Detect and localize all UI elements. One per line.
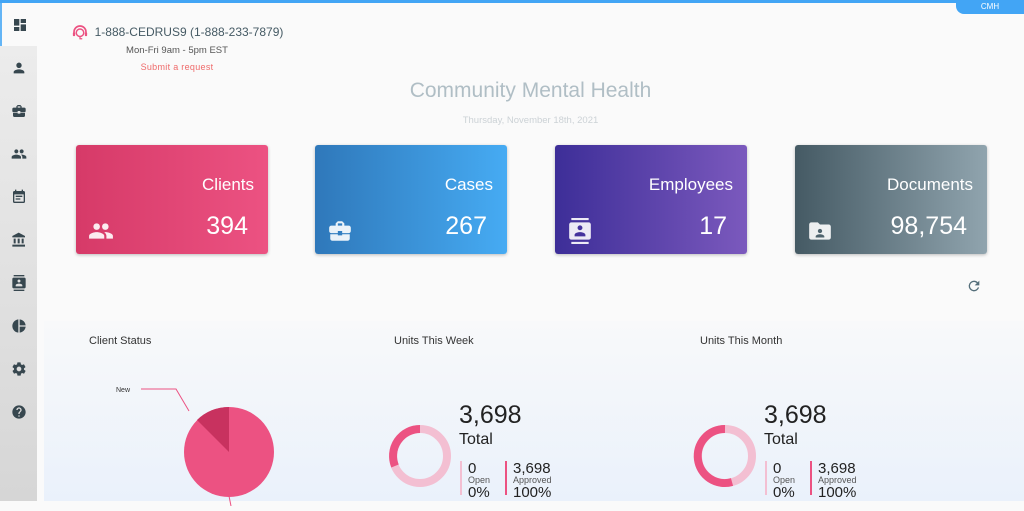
page-date: Thursday, November 18th, 2021 (462, 115, 599, 126)
units-month-open: 0 Open 0% (765, 461, 795, 501)
support-hours: Mon-Fri 9am - 5pm EST (126, 45, 228, 56)
card-value: 267 (445, 212, 487, 240)
card-label: Employees (648, 175, 733, 194)
units-week-open: 0 Open 0% (460, 461, 490, 501)
documents-card[interactable]: Documents 98,754 (795, 145, 987, 254)
submit-request-link[interactable]: Submit a request (140, 62, 214, 72)
pie-chart: New (116, 387, 274, 507)
units-week-title: Units This Week (394, 335, 474, 347)
environment-badge: CMH (956, 0, 1024, 14)
sidebar-item-employees[interactable] (0, 261, 37, 304)
calendar-icon (12, 189, 25, 203)
top-accent-bar (0, 0, 1024, 3)
contacts-icon (11, 274, 26, 291)
briefcase-icon (329, 221, 351, 241)
support-contact: 1-888-CEDRUS9 (1-888-233-7879) Mon-Fri 9… (67, 23, 287, 75)
units-week-widget: 3,698 Total 0 Open 0% 3,698 Approved 100… (387, 401, 607, 511)
card-label: Documents (887, 175, 973, 194)
units-week-total: 3,698 (459, 401, 522, 429)
sidebar-item-clients[interactable] (0, 132, 37, 175)
units-week-total-label: Total (459, 431, 493, 448)
sidebar-item-reports[interactable] (0, 304, 37, 347)
briefcase-icon (11, 104, 26, 117)
help-icon (11, 404, 26, 419)
card-value: 98,754 (890, 212, 967, 240)
person-icon (13, 62, 24, 73)
sidebar (0, 3, 37, 501)
people-icon (89, 223, 113, 239)
units-month-total: 3,698 (764, 401, 827, 429)
stats-section: Client Status Units This Week Units This… (44, 321, 1024, 507)
folder-shared-icon (809, 222, 831, 240)
units-month-approved: 3,698 Approved 100% (810, 461, 857, 501)
pie-chart-icon (11, 318, 26, 333)
card-value: 394 (206, 212, 248, 240)
clients-card[interactable]: Clients 394 (76, 145, 268, 254)
sidebar-item-calendar[interactable] (0, 175, 37, 218)
bank-icon (11, 232, 25, 247)
sidebar-item-settings[interactable] (0, 347, 37, 390)
page-title: Community Mental Health (409, 79, 652, 102)
sidebar-item-billing[interactable] (0, 218, 37, 261)
refresh-button[interactable] (966, 278, 982, 294)
units-month-title: Units This Month (700, 335, 783, 347)
gear-icon (11, 361, 26, 376)
sidebar-item-dashboard[interactable] (0, 3, 37, 46)
dashboard-icon (13, 18, 26, 31)
units-month-widget: 3,698 Total 0 Open 0% 3,698 Approved 100… (692, 401, 912, 511)
employees-card[interactable]: Employees 17 (555, 145, 747, 254)
card-value: 17 (699, 212, 727, 240)
units-week-approved: 3,698 Approved 100% (505, 461, 552, 501)
cases-card[interactable]: Cases 267 (315, 145, 507, 254)
card-label: Clients (202, 175, 254, 194)
headset-icon (72, 25, 87, 40)
support-phone: 1-888-CEDRUS9 (1-888-233-7879) (94, 25, 284, 39)
refresh-icon (968, 280, 980, 292)
main-content: 1-888-CEDRUS9 (1-888-233-7879) Mon-Fri 9… (37, 3, 1024, 507)
units-week-donut (389, 425, 451, 487)
client-status-title: Client Status (89, 335, 152, 347)
units-month-total-label: Total (764, 431, 798, 448)
people-icon (11, 148, 26, 159)
sidebar-item-person[interactable] (0, 46, 37, 89)
client-status-pie-chart: New (114, 381, 274, 507)
card-label: Cases (444, 175, 493, 194)
sidebar-item-cases[interactable] (0, 89, 37, 132)
sidebar-item-help[interactable] (0, 390, 37, 433)
units-month-donut (693, 424, 756, 487)
contacts-icon (569, 218, 591, 244)
pie-label-new: New (116, 387, 131, 394)
